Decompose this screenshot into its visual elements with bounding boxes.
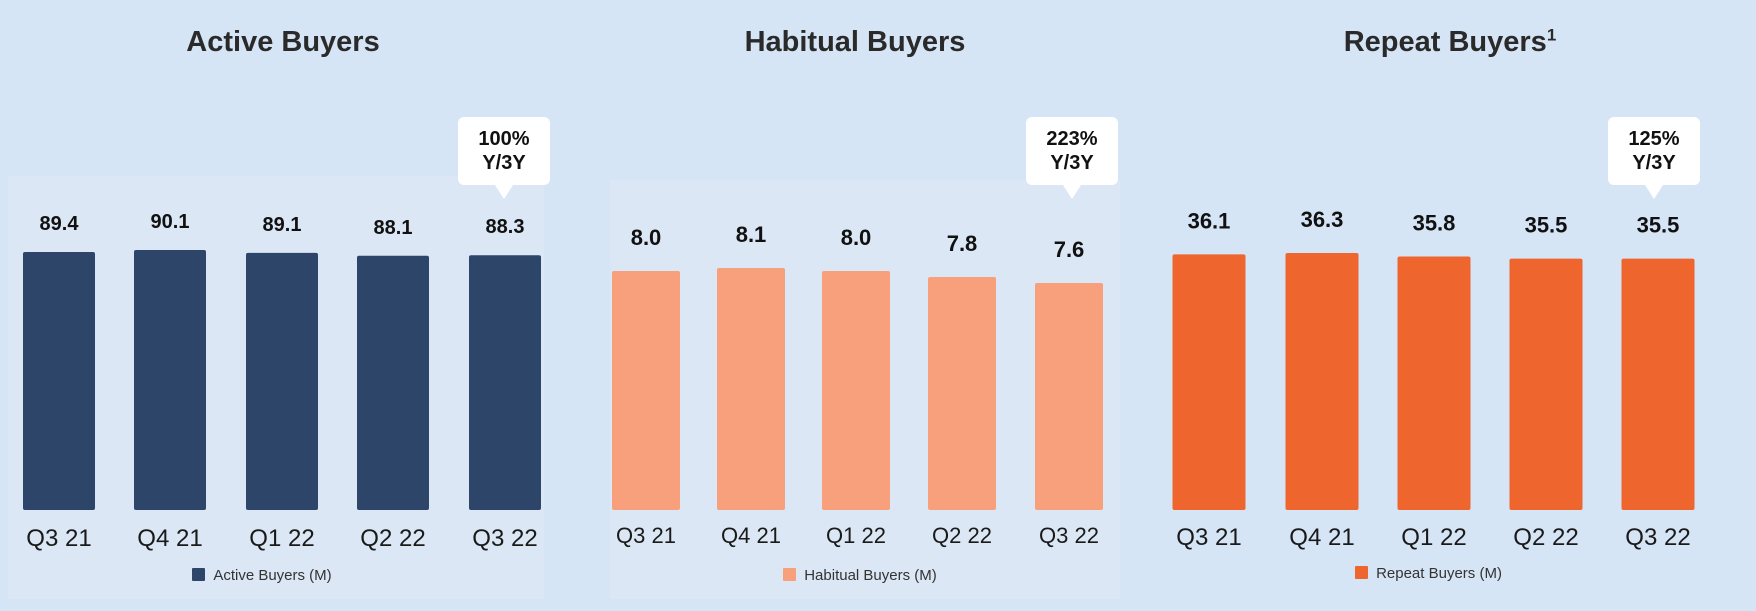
legend-swatch bbox=[192, 568, 206, 581]
x-tick-label: Q3 21 bbox=[1176, 524, 1241, 551]
data-label: 36.1 bbox=[1188, 208, 1231, 233]
x-tick-label: Q2 22 bbox=[932, 523, 992, 548]
x-tick-label: Q3 21 bbox=[26, 525, 91, 552]
bar-chart: 36.1 Q3 21 36.3 Q4 21 35.8 Q1 22 35.5 Q2 22 35.5… bbox=[1172, 207, 1695, 551]
data-label: 7.8 bbox=[947, 231, 978, 256]
bar-q4-21 bbox=[717, 268, 785, 510]
bar-q4-21 bbox=[134, 250, 206, 510]
x-tick-label: Q4 21 bbox=[721, 523, 781, 548]
chart-title: Habitual Buyers bbox=[744, 26, 966, 58]
bar-q4-21 bbox=[1285, 253, 1359, 510]
bar-q3-21 bbox=[23, 252, 95, 511]
bar-q1-22 bbox=[1397, 256, 1471, 510]
x-tick-label: Q3 22 bbox=[472, 525, 537, 552]
data-label: 89.4 bbox=[40, 213, 80, 235]
x-tick-label: Q1 22 bbox=[826, 523, 886, 548]
active-buyers-panel: Active Buyers 89.4 Q3 21 90.1 Q4 21 89.1 Q1 2… bbox=[0, 0, 566, 611]
legend: Repeat Buyers (M) bbox=[1144, 565, 1713, 582]
x-tick-label: Q3 21 bbox=[616, 523, 676, 548]
bar-q1-22 bbox=[246, 252, 318, 510]
data-label: 8.0 bbox=[841, 225, 872, 250]
bar-q2-22 bbox=[928, 276, 996, 510]
legend: Habitual Buyers (M) bbox=[566, 567, 1154, 584]
bar-q2-22 bbox=[357, 255, 429, 510]
x-tick-label: Q3 22 bbox=[1625, 524, 1690, 551]
bar-chart: 8.0 Q3 21 8.1 Q4 21 8.0 Q1 22 7.8 Q2 22 7.6 Q3 22 bbox=[612, 222, 1103, 548]
bar-q2-22 bbox=[1509, 258, 1583, 510]
chart-title: Repeat Buyers1 bbox=[1343, 25, 1557, 58]
bar-q1-22 bbox=[822, 270, 890, 510]
growth-callout: 100% Y/3Y bbox=[458, 117, 550, 199]
x-tick-label: Q4 21 bbox=[1289, 524, 1354, 551]
bar-q3-22 bbox=[1621, 258, 1695, 510]
x-tick-label: Q1 22 bbox=[249, 525, 314, 552]
data-label: 35.5 bbox=[1525, 213, 1568, 238]
data-label: 36.3 bbox=[1301, 207, 1344, 232]
data-label: 8.1 bbox=[736, 222, 767, 247]
x-tick-label: Q3 22 bbox=[1039, 523, 1099, 548]
data-label: 7.6 bbox=[1054, 237, 1085, 262]
legend-swatch bbox=[783, 568, 797, 581]
chart-title: Active Buyers bbox=[186, 26, 380, 58]
data-label: 88.3 bbox=[486, 216, 525, 238]
x-tick-label: Q2 22 bbox=[1513, 524, 1578, 551]
x-tick-label: Q2 22 bbox=[360, 525, 425, 552]
data-label: 35.5 bbox=[1637, 213, 1680, 238]
bar-q3-21 bbox=[612, 270, 680, 510]
legend-label: Active Buyers (M) bbox=[213, 567, 332, 584]
x-tick-label: Q4 21 bbox=[137, 525, 202, 552]
data-label: 35.8 bbox=[1413, 211, 1456, 236]
growth-callout: 223% Y/3Y bbox=[1026, 117, 1118, 199]
legend-label: Habitual Buyers (M) bbox=[804, 567, 937, 584]
bar-chart: 89.4 Q3 21 90.1 Q4 21 89.1 Q1 22 88.1 Q2 22 88.3… bbox=[23, 211, 541, 552]
bar-q3-21 bbox=[1172, 254, 1246, 510]
legend: Active Buyers (M) bbox=[0, 567, 524, 584]
growth-callout: 125% Y/3Y bbox=[1608, 117, 1700, 199]
bar-q3-22 bbox=[1035, 282, 1103, 510]
legend-swatch bbox=[1355, 566, 1369, 579]
habitual-buyers-panel: Habitual Buyers 8.0 Q3 21 8.1 Q4 21 8.0 Q1 22… bbox=[566, 0, 1144, 611]
data-label: 8.0 bbox=[631, 225, 662, 250]
bar-q3-22 bbox=[469, 255, 541, 510]
x-tick-label: Q1 22 bbox=[1401, 524, 1466, 551]
repeat-buyers-panel: Repeat Buyers1 36.1 Q3 21 36.3 Q4 21 35.8 Q1 … bbox=[1144, 0, 1756, 611]
legend-label: Repeat Buyers (M) bbox=[1376, 565, 1502, 582]
data-label: 88.1 bbox=[374, 217, 413, 239]
data-label: 90.1 bbox=[151, 211, 190, 233]
data-label: 89.1 bbox=[263, 214, 302, 236]
